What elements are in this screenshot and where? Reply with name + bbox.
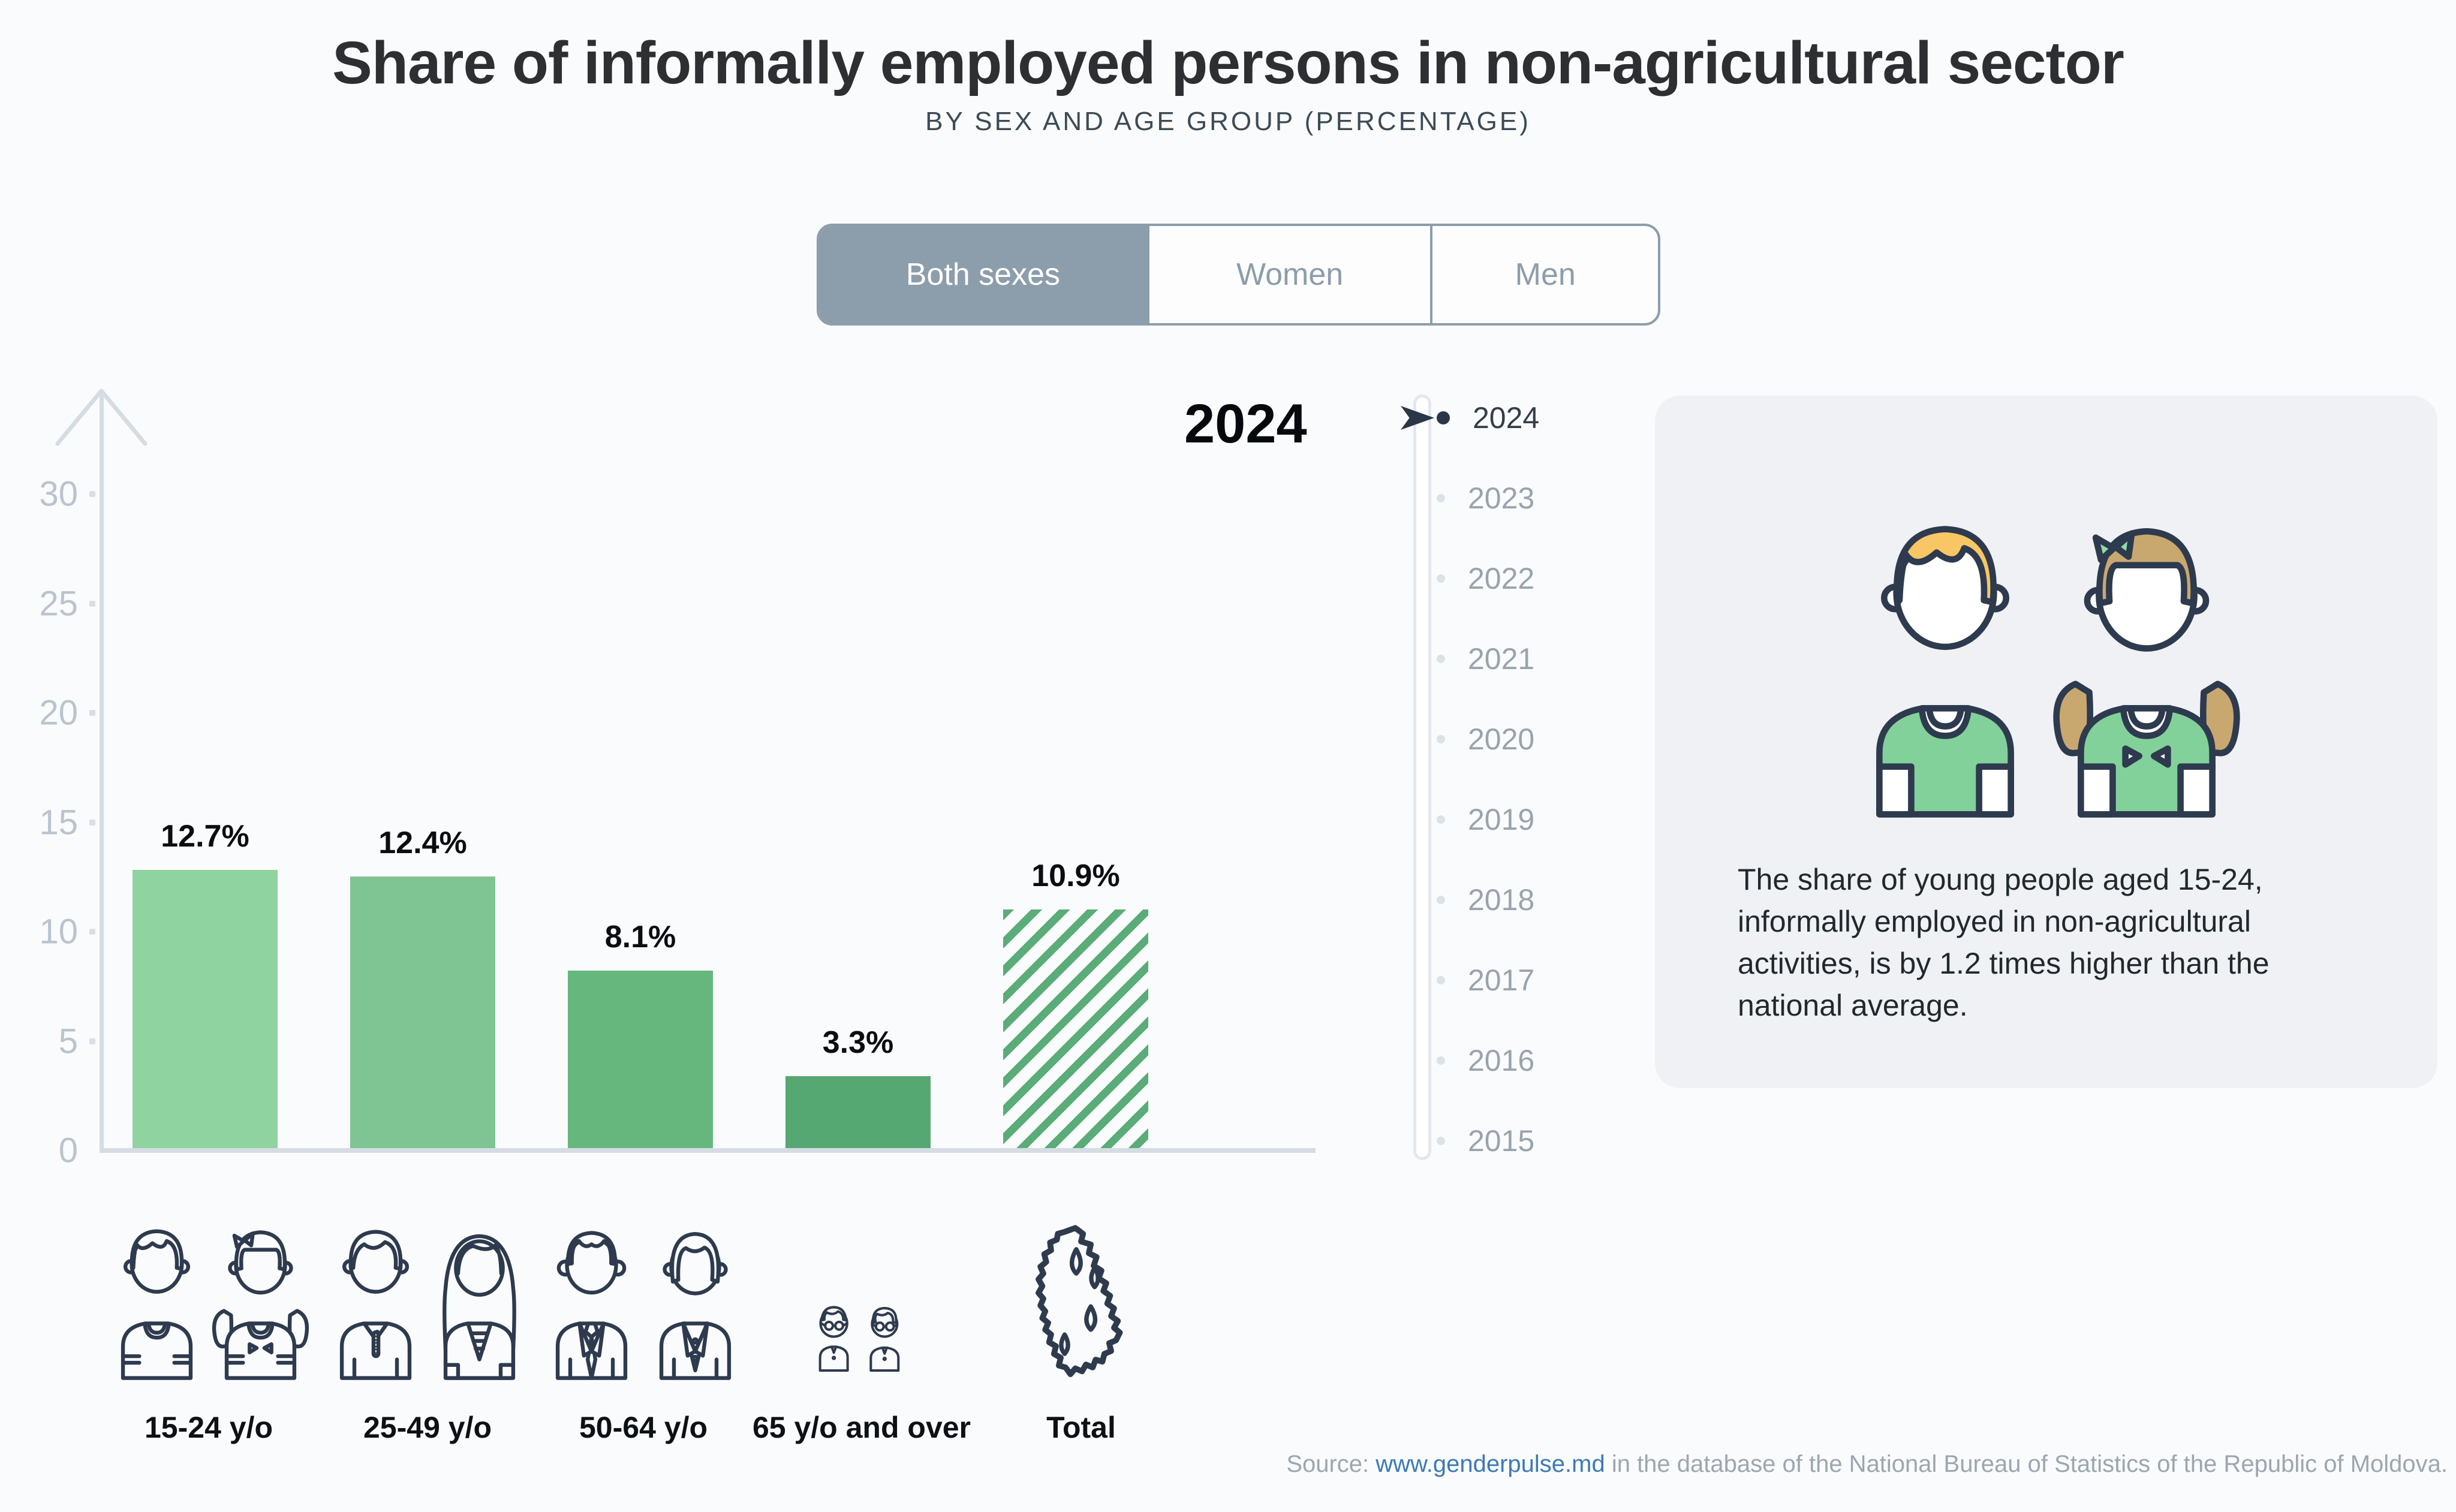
bar-group-50-64: 8.1% [568, 919, 713, 1148]
category-label-25-49: 25-49 y/o [363, 1411, 492, 1444]
info-card: The share of young people aged 15-24, in… [1655, 396, 2437, 1088]
timeline-track[interactable] [1413, 394, 1431, 1160]
y-axis-label-25: 25 [39, 584, 78, 623]
bar-value-label-total: 10.9% [1031, 859, 1120, 893]
category-label-65-over: 65 y/o and over [752, 1411, 971, 1444]
bar-group-25-49: 12.4% [350, 825, 495, 1148]
source-link[interactable]: www.genderpulse.md [1376, 1451, 1605, 1477]
y-axis-line [100, 391, 104, 1153]
timeline-year-2021[interactable]: 2021 [1437, 641, 1534, 676]
source-prefix: Source: [1286, 1451, 1376, 1477]
timeline-dot-2018 [1437, 896, 1445, 904]
y-axis-tick [89, 600, 95, 607]
y-axis-label-5: 5 [58, 1022, 78, 1061]
timeline-year-2020[interactable]: 2020 [1437, 722, 1534, 757]
age-group-50-64-icon [555, 1231, 732, 1380]
timeline-dot-2019 [1437, 815, 1445, 824]
info-card-text: The share of young people aged 15-24, in… [1738, 863, 2270, 1022]
bar-value-label-15-24: 12.7% [161, 819, 249, 854]
timeline-dot-2021 [1437, 655, 1445, 663]
age-group-25-49-icon [339, 1230, 516, 1380]
source-suffix: in the database of the National Bureau o… [1605, 1451, 2448, 1477]
y-axis-label-30: 30 [39, 474, 78, 514]
y-axis-label-0: 0 [58, 1131, 78, 1170]
source-line: Source: www.genderpulse.md in the databa… [1286, 1451, 2448, 1478]
timeline-dot-2022 [1437, 574, 1445, 583]
bar-50-64[interactable] [568, 971, 713, 1148]
bar-15-24[interactable] [133, 870, 278, 1148]
bar-group-total: 10.9% [1003, 858, 1148, 1148]
y-axis-tick [89, 819, 95, 826]
timeline-year-2015[interactable]: 2015 [1437, 1124, 1534, 1158]
y-axis-label-15: 15 [39, 803, 78, 842]
timeline-dot-2016 [1437, 1056, 1445, 1065]
timeline-year-2022[interactable]: 2022 [1437, 561, 1534, 596]
bar-value-label-50-64: 8.1% [604, 920, 676, 954]
timeline-year-2023[interactable]: 2023 [1437, 481, 1534, 516]
toggle-option-both-sexes[interactable]: Both sexes [819, 226, 1147, 323]
timeline-dot-2020 [1437, 735, 1445, 743]
selected-year-label: 2024 [1184, 393, 1307, 454]
sex-filter-toggle: Both sexes Women Men [817, 224, 1660, 326]
page-subtitle: BY SEX AND AGE GROUP (PERCENTAGE) [925, 107, 1531, 136]
category-label-15-24: 15-24 y/o [144, 1411, 273, 1444]
age-group-65-over-icon [818, 1306, 900, 1372]
bar-group-15-24: 12.7% [133, 818, 278, 1148]
y-axis-tick [89, 929, 95, 935]
timeline-year-2017[interactable]: 2017 [1437, 963, 1534, 998]
y-axis-tick [89, 491, 95, 497]
y-axis-tick [89, 1038, 95, 1044]
timeline-year-2016[interactable]: 2016 [1437, 1043, 1534, 1078]
timeline-dot-2024 [1437, 411, 1450, 424]
y-axis-label-20: 20 [39, 693, 78, 733]
toggle-option-men[interactable]: Men [1430, 226, 1658, 323]
bar-group-65-over: 3.3% [785, 1025, 931, 1148]
bar-25-49[interactable] [350, 877, 495, 1148]
bar-total[interactable] [1003, 909, 1148, 1148]
moldova-map-total-icon [1036, 1225, 1123, 1378]
bar-value-label-25-49: 12.4% [378, 826, 467, 860]
y-axis-tick [89, 710, 95, 716]
x-axis-line [100, 1148, 1316, 1153]
bar-value-label-65-over: 3.3% [822, 1025, 894, 1060]
toggle-option-women[interactable]: Women [1146, 226, 1431, 323]
bar-65-over[interactable] [785, 1076, 931, 1148]
young-people-illustration-icon [1876, 526, 2240, 818]
timeline-dot-2015 [1437, 1137, 1445, 1145]
y-axis-label-10: 10 [39, 912, 78, 951]
timeline-year-2019[interactable]: 2019 [1437, 802, 1534, 837]
age-group-15-24-icon [121, 1229, 309, 1380]
category-label-total: Total [1046, 1411, 1116, 1444]
timeline-dot-2023 [1437, 494, 1445, 502]
page-title: Share of informally employed persons in … [332, 29, 2124, 97]
timeline-year-2018[interactable]: 2018 [1437, 882, 1534, 917]
category-label-50-64: 50-64 y/o [579, 1411, 708, 1444]
timeline-dot-2017 [1437, 976, 1445, 984]
timeline-year-2024[interactable]: 2024 [1437, 400, 1539, 435]
